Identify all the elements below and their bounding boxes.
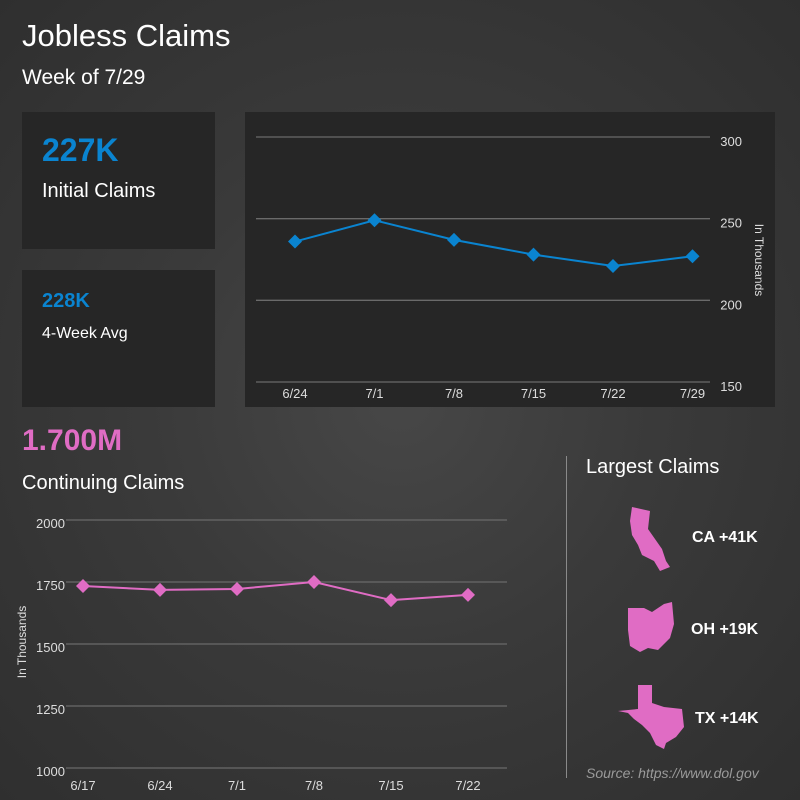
x-tick-label: 7/8 — [445, 386, 463, 401]
data-point — [153, 582, 167, 597]
initial-claims-value: 227K — [42, 132, 119, 168]
y-tick-label: 1250 — [36, 702, 65, 717]
ohio-shape-icon — [628, 602, 674, 652]
continuing-claims-label: Continuing Claims — [22, 472, 185, 494]
largest-claim-oh: OH +19K — [691, 621, 759, 638]
largest-claim-ca: CA +41K — [692, 529, 758, 546]
data-point — [447, 232, 461, 247]
series-line — [294, 219, 693, 268]
continuing-claims-chart: 1000 1250 1500 1750 2000 6/17 6/24 7/1 7/8 7/15 7/… — [15, 516, 507, 793]
y-tick-label: 1750 — [36, 578, 65, 593]
x-tick-label: 7/1 — [228, 778, 246, 793]
x-tick-label: 6/24 — [282, 386, 307, 401]
x-tick-label: 7/22 — [600, 386, 625, 401]
y-tick-label: 150 — [720, 379, 742, 394]
y-tick-label: 2000 — [36, 516, 65, 531]
x-tick-label: 7/8 — [305, 778, 323, 793]
data-point — [606, 259, 620, 274]
x-tick-label: 7/22 — [455, 778, 480, 793]
texas-shape-icon — [618, 685, 684, 749]
y-axis-label: In Thousands — [15, 606, 29, 679]
initial-claims-card: 227K Initial Claims — [22, 112, 215, 249]
data-point — [76, 578, 90, 593]
x-tick-label: 7/29 — [680, 386, 705, 401]
divider — [566, 456, 567, 778]
page-title: Jobless Claims — [22, 18, 231, 53]
data-point — [367, 213, 382, 228]
data-point — [461, 587, 475, 602]
data-point — [384, 593, 398, 608]
initial-claims-chart: 150 200 250 300 6/24 7/1 7/8 7/15 7/22 7/29 In Tho… — [256, 134, 766, 401]
data-point — [685, 249, 700, 264]
largest-claim-tx: TX +14K — [695, 710, 759, 727]
x-tick-label: 7/1 — [365, 386, 383, 401]
data-point — [307, 575, 321, 589]
x-tick-label: 6/17 — [70, 778, 95, 793]
source-note: Source: https://www.dol.gov — [586, 765, 759, 781]
y-tick-label: 200 — [720, 297, 742, 312]
y-axis-label: In Thousands — [752, 224, 766, 297]
x-tick-label: 7/15 — [521, 386, 546, 401]
california-shape-icon — [630, 507, 670, 571]
x-tick-label: 7/15 — [378, 778, 403, 793]
data-point — [526, 247, 541, 262]
initial-claims-label: Initial Claims — [42, 180, 156, 202]
four-week-avg-value: 228K — [42, 290, 90, 312]
page-subtitle: Week of 7/29 — [22, 66, 146, 89]
y-tick-label: 1500 — [36, 640, 65, 655]
y-tick-label: 1000 — [36, 764, 65, 779]
four-week-avg-label: 4-Week Avg — [42, 325, 128, 342]
four-week-avg-card: 228K 4-Week Avg — [22, 270, 215, 407]
y-tick-label: 250 — [720, 216, 742, 231]
data-point — [230, 581, 244, 596]
initial-claims-chart-card: 150 200 250 300 6/24 7/1 7/8 7/15 7/22 7/29 In Tho… — [245, 112, 775, 407]
continuing-claims-value: 1.700M — [22, 424, 123, 457]
series-line — [82, 580, 469, 602]
y-tick-label: 300 — [720, 134, 742, 149]
data-point — [288, 234, 302, 249]
x-tick-label: 6/24 — [147, 778, 172, 793]
largest-claims-title: Largest Claims — [586, 456, 720, 478]
